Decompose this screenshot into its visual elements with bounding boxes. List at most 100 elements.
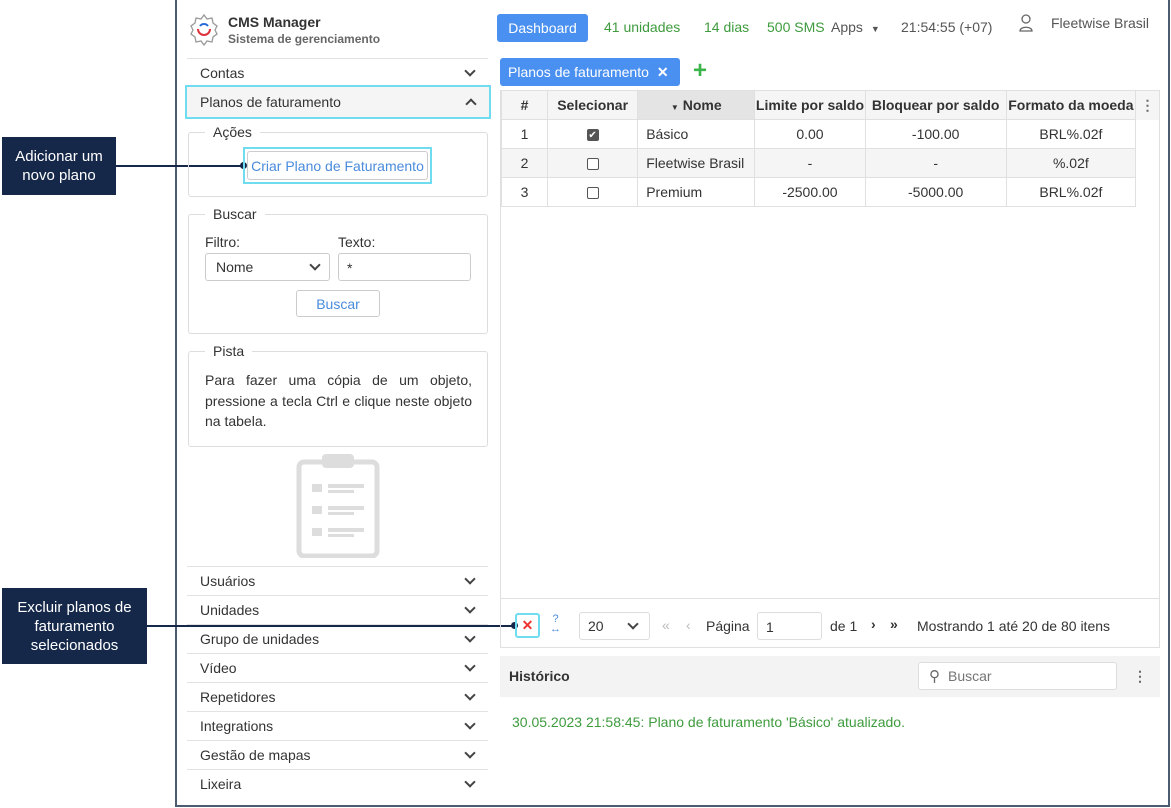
name-cell: Premium [637, 177, 756, 207]
search-legend: Buscar [213, 206, 257, 222]
format-cell: BRL%.02f [1005, 119, 1137, 149]
label: Planos de faturamento [200, 94, 341, 110]
chevron-down-icon [464, 689, 476, 701]
gear-logo-icon [188, 13, 220, 50]
label: Repetidores [200, 689, 276, 705]
select-cell: ✔ [547, 119, 639, 149]
hint-text: Para fazer uma cópia de um objeto, press… [205, 372, 472, 429]
column-menu-icon[interactable]: ⋮ [1136, 91, 1159, 120]
page-of: de 1 [830, 618, 858, 634]
sidebar-item-contas[interactable]: Contas [187, 58, 488, 87]
row-checkbox[interactable] [586, 158, 599, 171]
prev-page-icon[interactable]: ‹ [686, 617, 691, 633]
table-row[interactable]: 3 Premium -2500.00 -5000.00 BRL%.02f [500, 177, 1137, 207]
history-title: Histórico [509, 668, 570, 684]
row-number: 2 [500, 148, 549, 178]
tab-label: Planos de faturamento [508, 64, 649, 80]
column-header[interactable]: ▼ Nome [637, 90, 756, 120]
chevron-down-icon [464, 65, 476, 77]
column-header[interactable]: # [500, 90, 549, 120]
dashboard-button[interactable]: Dashboard [497, 14, 588, 42]
callout-delete-plans: Excluir planos de faturamento selecionad… [2, 588, 147, 664]
limit-cell: -2500.00 [754, 177, 866, 207]
column-header[interactable]: Bloquear por saldo [864, 90, 1007, 120]
tab-billing-plans[interactable]: Planos de faturamento ✕ [500, 58, 680, 86]
chevron-down-icon [464, 776, 476, 788]
header-label: Nome [682, 97, 722, 113]
actions-group: Ações [188, 124, 488, 197]
page-input[interactable]: 1 [757, 612, 822, 640]
first-page-icon[interactable]: « [662, 617, 670, 633]
search-button[interactable]: Buscar [296, 290, 380, 317]
actions-legend: Ações [213, 124, 252, 140]
user-icon[interactable] [1018, 13, 1034, 36]
last-page-icon[interactable]: » [890, 616, 898, 632]
block-cell: -5000.00 [864, 177, 1007, 207]
sms-count[interactable]: 500 SMS [767, 19, 825, 35]
callout-add-plan: Adicionar um novo plano [2, 137, 116, 195]
row-checkbox[interactable] [586, 187, 599, 200]
resize-columns-icon[interactable]: ? ↔ [550, 613, 561, 635]
block-cell: -100.00 [864, 119, 1007, 149]
sidebar-item[interactable]: Integrations [187, 711, 488, 740]
page-size-select[interactable]: 20 [579, 612, 650, 640]
chevron-down-icon [464, 660, 476, 672]
block-cell: - [864, 148, 1007, 178]
sort-desc-icon: ▼ [670, 103, 679, 112]
close-icon[interactable]: ✕ [656, 63, 669, 80]
filter-label: Filtro: [205, 234, 240, 250]
history-search-input[interactable] [948, 668, 1098, 684]
chevron-down-icon [464, 747, 476, 759]
delete-selected-button[interactable]: ✕ [515, 613, 540, 638]
showing-text: Mostrando 1 até 20 de 80 itens [917, 618, 1111, 634]
select-cell [547, 177, 639, 207]
history-search[interactable]: ⚲ [918, 662, 1117, 690]
apps-label: Apps [831, 19, 863, 35]
format-cell: BRL%.02f [1005, 177, 1137, 207]
apps-menu[interactable]: Apps ▼ [831, 19, 880, 35]
clock: 21:54:55 (+07) [901, 19, 993, 35]
history-entry: 30.05.2023 21:58:45: Plano de faturament… [512, 714, 905, 730]
sidebar-item[interactable]: Usuários [187, 566, 488, 595]
name-cell: Básico [637, 119, 756, 149]
sidebar-item[interactable]: Lixeira [187, 769, 488, 798]
sidebar-item[interactable]: Repetidores [187, 682, 488, 711]
sidebar-item-planos[interactable]: Planos de faturamento [185, 85, 491, 119]
row-checkbox[interactable]: ✔ [586, 129, 599, 142]
table-row[interactable]: 2 Fleetwise Brasil - - %.02f [500, 148, 1137, 178]
create-billing-plan-button[interactable]: Criar Plano de Faturamento [247, 151, 428, 180]
days-count[interactable]: 14 dias [704, 19, 750, 35]
sidebar-item[interactable]: Vídeo [187, 653, 488, 682]
label: Vídeo [200, 660, 237, 676]
label: Integrations [200, 718, 274, 734]
page-size-value: 20 [588, 618, 604, 634]
label: Unidades [200, 602, 260, 618]
history-menu-icon[interactable]: ⋮ [1133, 668, 1147, 684]
name-cell: Fleetwise Brasil [637, 148, 756, 178]
user-name[interactable]: Fleetwise Brasil [1051, 15, 1150, 31]
sidebar-item[interactable]: Gestão de mapas [187, 740, 488, 769]
filter-select[interactable]: Nome [205, 253, 330, 281]
chevron-down-icon [464, 602, 476, 614]
next-page-icon[interactable]: › [871, 616, 876, 632]
column-header[interactable]: Formato da moeda [1005, 90, 1137, 120]
column-header[interactable]: Selecionar [547, 90, 639, 120]
text-input[interactable]: * [338, 253, 471, 281]
app-subtitle: Sistema de gerenciamento [228, 32, 381, 46]
select-cell [547, 148, 639, 178]
chevron-down-icon [309, 259, 321, 271]
add-tab-plus-icon[interactable]: + [693, 57, 708, 84]
label: Gestão de mapas [200, 747, 311, 763]
sidebar-item[interactable]: Grupo de unidades [187, 624, 488, 653]
divider [501, 598, 1159, 599]
row-number: 3 [500, 177, 549, 207]
sidebar-item[interactable]: Unidades [187, 595, 488, 624]
billing-plans-table: # Selecionar ▼ Nome Limite por saldo Bloquea… [500, 90, 1137, 207]
units-count[interactable]: 41 unidades [604, 19, 681, 35]
callout-dot [511, 622, 518, 629]
table-row[interactable]: 1 ✔ Básico 0.00 -100.00 BRL%.02f [500, 119, 1137, 149]
column-header[interactable]: Limite por saldo [754, 90, 866, 120]
search-group: Buscar [188, 206, 488, 334]
callout-line [147, 625, 513, 627]
format-cell: %.02f [1005, 148, 1137, 178]
